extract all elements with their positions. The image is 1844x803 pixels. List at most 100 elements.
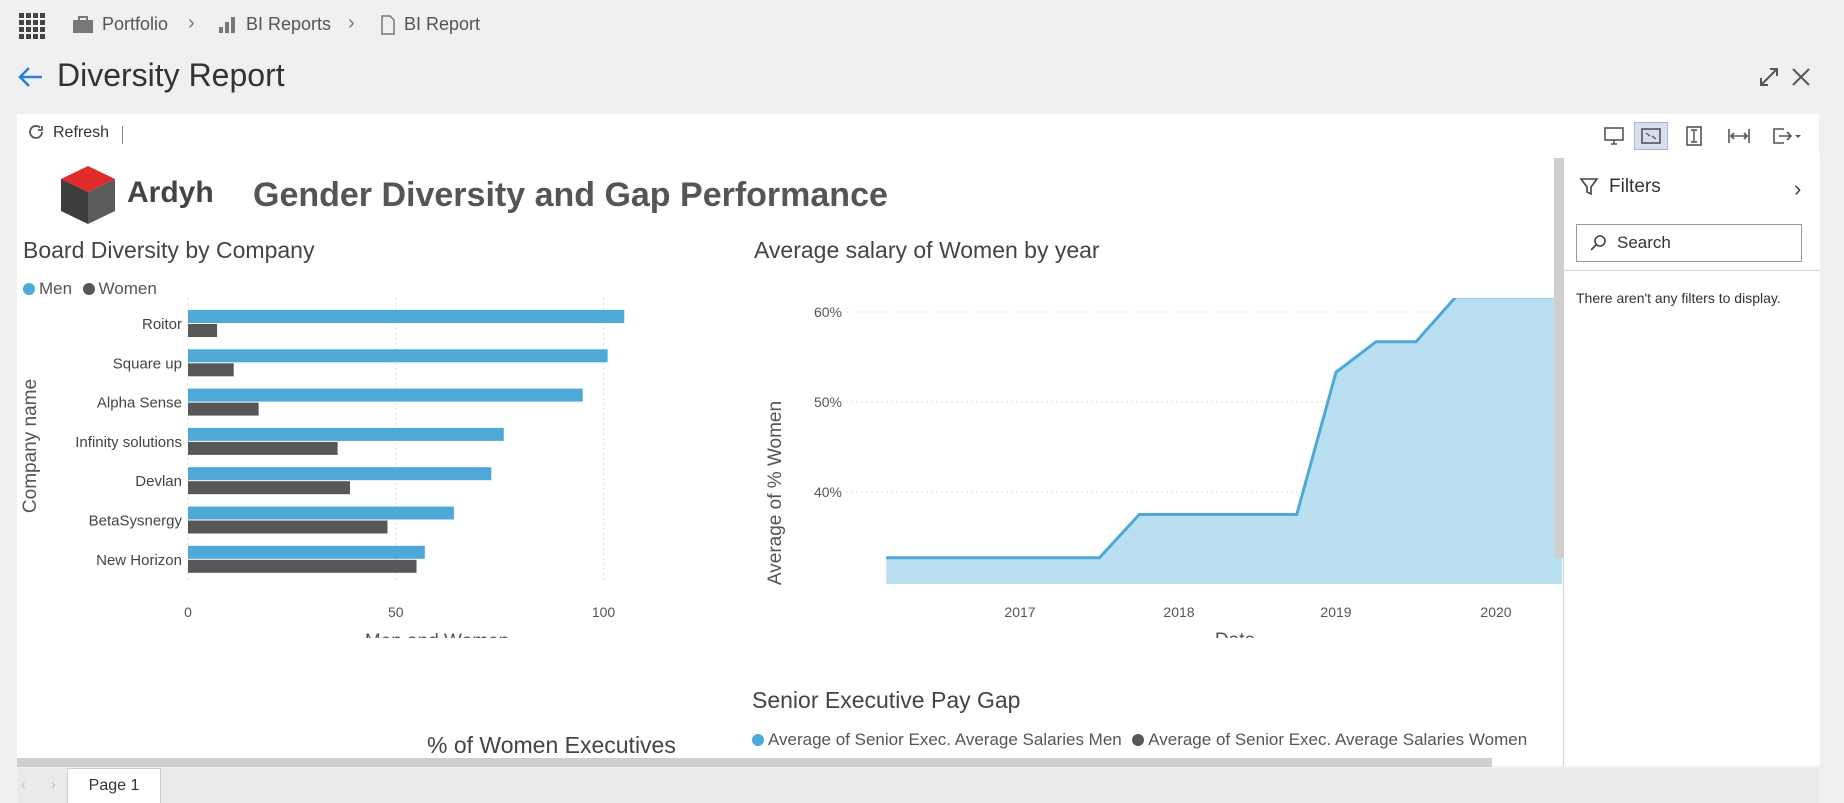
y-tick-label: Infinity solutions (75, 434, 182, 451)
bar-women (188, 559, 417, 573)
area-line (886, 298, 1562, 560)
tab-page-1[interactable]: Page 1 (67, 768, 161, 803)
bar-men (188, 388, 583, 402)
y-tick-label: Devlan (135, 473, 182, 490)
bar-women (188, 402, 259, 416)
legend-item-women-salary[interactable]: Average of Senior Exec. Average Salaries… (1132, 730, 1527, 750)
bar-women (188, 441, 338, 455)
search-icon (1590, 235, 1606, 251)
filters-empty-text: There aren't any filters to display. (1576, 290, 1781, 306)
close-icon[interactable] (1790, 66, 1812, 88)
search-placeholder: Search (1617, 233, 1671, 252)
report-canvas: Ardyh Gender Diversity and Gap Performan… (17, 158, 1562, 758)
ardyh-logo (59, 164, 117, 231)
breadcrumb-item-bi-report[interactable]: BI Report (380, 14, 480, 35)
y-axis-label: Company name (20, 379, 41, 513)
cube-logo-icon (61, 166, 115, 224)
bar-chart-icon (219, 16, 235, 33)
top-bar: Portfolio › BI Reports › BI Report (0, 0, 1844, 52)
pay-gap-title: Senior Executive Pay Gap (752, 687, 1021, 713)
men-dot-icon (23, 283, 35, 295)
fit-page-button[interactable] (1634, 122, 1668, 150)
fit-page-icon (1641, 128, 1661, 144)
app-launcher-icon[interactable] (18, 12, 48, 42)
x-axis-label: Men and Women (365, 631, 509, 638)
legend-label: Average of Senior Exec. Average Salaries… (768, 730, 1122, 749)
filters-pane: Filters › Search There aren't any filter… (1563, 158, 1820, 766)
legend-item-women[interactable]: Women (82, 279, 157, 299)
x-tick-label: 2017 (1004, 604, 1035, 620)
next-page-icon[interactable]: › (51, 776, 56, 792)
salary-area-chart[interactable]: 40% 50% 60% 2017 2018 2019 2020 Date Average of … (752, 298, 1562, 638)
breadcrumb-label: BI Reports (246, 14, 332, 34)
expand-icon[interactable] (1758, 66, 1780, 88)
breadcrumb-item-bi-reports[interactable]: BI Reports (218, 14, 331, 35)
y-axis-label: Average of % Women (765, 401, 786, 585)
salary-chart-title: Average salary of Women by year (754, 237, 1100, 263)
briefcase-icon (73, 15, 93, 33)
women-dot-icon (82, 283, 95, 295)
legend-label: Women (98, 279, 157, 298)
breadcrumb-label: Portfolio (102, 14, 169, 34)
bar-men (188, 310, 625, 323)
monitor-icon (1604, 127, 1624, 145)
back-arrow-icon[interactable] (16, 64, 46, 90)
x-tick-label: 50 (388, 604, 404, 620)
prev-page-icon[interactable]: ‹ (21, 776, 26, 792)
board-diversity-chart[interactable]: 0 50 100 Roitor Square up Alpha Sense Infinity… (17, 298, 717, 638)
pay-gap-legend: Average of Senior Exec. Average Salaries… (752, 730, 1533, 751)
y-tick-label: Square up (113, 355, 182, 372)
y-tick-label: New Horizon (96, 552, 182, 569)
report-title: Gender Diversity and Gap Performance (253, 176, 888, 214)
logo-text: Ardyh (127, 176, 214, 209)
board-chart-legend: Men Women (23, 279, 163, 300)
filters-header: Filters (1579, 176, 1661, 198)
chevron-right-icon: › (188, 12, 195, 34)
men-dot-icon (752, 734, 764, 746)
page-title: Diversity Report (57, 57, 285, 93)
y-tick-label: 40% (814, 484, 842, 500)
women-executives-title: % of Women Executives (427, 732, 676, 758)
area-fill (886, 298, 1562, 584)
legend-item-men-salary[interactable]: Average of Senior Exec. Average Salaries… (752, 730, 1122, 750)
refresh-icon (29, 125, 43, 139)
board-chart-title: Board Diversity by Company (23, 237, 315, 263)
report-toolbar: Refresh (17, 114, 1819, 159)
export-icon (1773, 128, 1801, 144)
chevron-right-icon: › (348, 12, 355, 34)
bar-men (188, 349, 608, 363)
x-tick-label: 2020 (1480, 604, 1511, 620)
bar-men (188, 467, 492, 481)
bar-men (188, 506, 454, 520)
vertical-scrollbar[interactable] (1554, 158, 1563, 558)
fit-width-button[interactable] (1677, 122, 1711, 150)
actual-size-button[interactable] (1722, 122, 1756, 150)
desktop-view-button[interactable] (1597, 122, 1631, 150)
filter-icon (1579, 178, 1599, 196)
women-dot-icon (1132, 734, 1145, 746)
y-tick-label: Roitor (142, 316, 182, 333)
breadcrumb-item-portfolio[interactable]: Portfolio (72, 14, 168, 35)
bar-men (188, 427, 504, 441)
filters-search-input[interactable]: Search (1576, 224, 1802, 262)
legend-label: Average of Senior Exec. Average Salaries… (1148, 730, 1528, 749)
x-axis-label: Date (1215, 630, 1255, 638)
x-tick-label: 2018 (1163, 604, 1194, 620)
bar-women (188, 520, 388, 534)
breadcrumb-label: BI Report (404, 14, 481, 34)
bar-women (188, 481, 351, 495)
y-tick-label: Alpha Sense (97, 395, 182, 412)
legend-item-men[interactable]: Men (23, 279, 72, 299)
collapse-chevron-icon[interactable]: › (1794, 176, 1802, 201)
refresh-button[interactable]: Refresh (27, 124, 109, 142)
export-dropdown-button[interactable] (1767, 122, 1807, 150)
bar-women (188, 324, 218, 337)
bar-women (188, 363, 234, 377)
y-tick-label: 60% (814, 304, 842, 320)
legend-label: Men (39, 279, 73, 298)
horizontal-scrollbar[interactable] (17, 758, 1492, 767)
bar-men (188, 545, 425, 559)
document-icon (381, 14, 395, 35)
fit-height-icon (1686, 126, 1702, 146)
x-tick-label: 100 (592, 604, 616, 620)
